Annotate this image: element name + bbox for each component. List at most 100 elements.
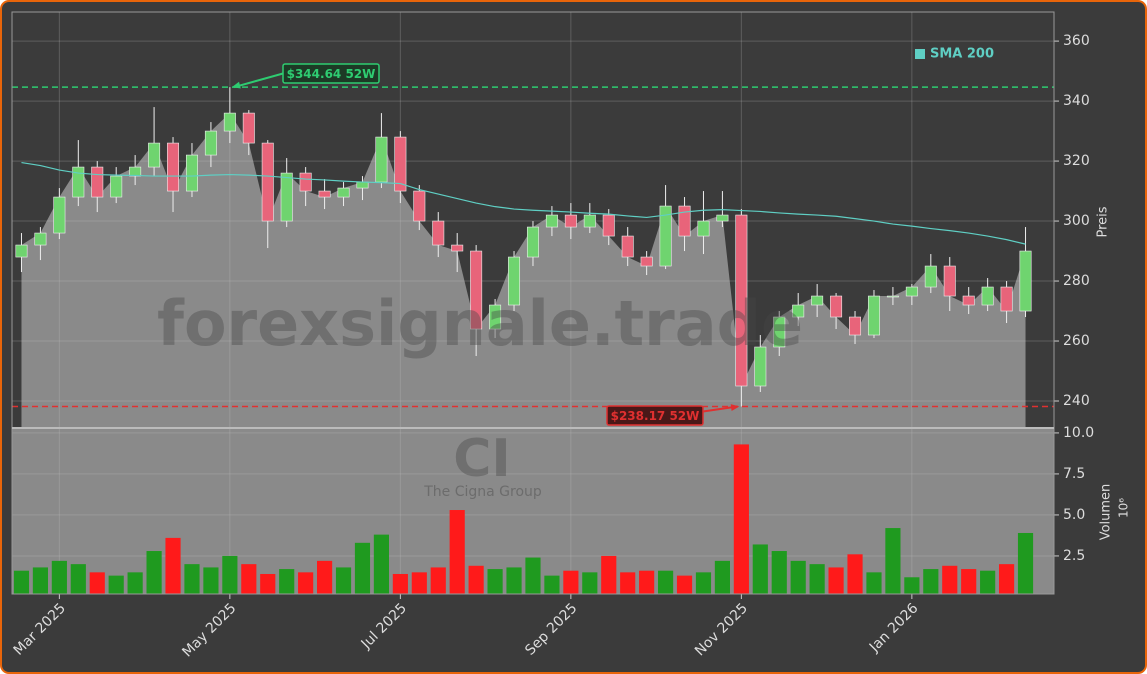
annotation-box — [606, 405, 704, 426]
candle-body — [659, 205, 672, 267]
volume-bar — [695, 572, 712, 594]
volume-bar — [241, 564, 257, 594]
y-tick-label: 2.5 — [1063, 548, 1085, 564]
watermark: CI — [453, 429, 511, 489]
volume-bar — [146, 551, 162, 594]
volume-bar — [108, 575, 124, 594]
volume-bar — [335, 567, 352, 594]
volume-bar — [980, 570, 996, 594]
candle-body — [811, 295, 824, 306]
candle-body — [849, 316, 862, 336]
volume-bar — [676, 575, 693, 594]
candle-body — [451, 244, 464, 252]
candle-body — [508, 256, 521, 306]
volume-bar — [601, 555, 617, 594]
volume-bar — [392, 573, 408, 594]
candle-body — [432, 220, 445, 246]
volume-bar — [714, 560, 730, 594]
candle-body — [394, 136, 407, 192]
volume-bar — [828, 567, 844, 594]
volume-bar — [13, 570, 30, 594]
candle-body — [129, 166, 142, 177]
volume-bar — [127, 572, 143, 594]
volume-bar — [639, 570, 655, 594]
candle-body — [621, 235, 634, 258]
candle-body — [867, 295, 880, 336]
volume-bar — [184, 564, 200, 594]
y-tick-label: 280 — [1063, 273, 1090, 289]
volume-bar — [32, 567, 48, 594]
arrow-head — [231, 81, 241, 89]
arrow-head — [730, 404, 740, 412]
plot-border — [11, 11, 1055, 595]
watermark: The Cigna Group — [423, 484, 542, 500]
volume-bar — [222, 555, 238, 594]
volume-bar — [298, 572, 314, 594]
volume-bar — [923, 569, 939, 594]
candle-body — [72, 166, 85, 198]
volume-bar — [790, 560, 806, 594]
annotation-label: $238.17 52W — [611, 409, 700, 423]
volume-bar — [866, 572, 882, 594]
candle-body — [678, 205, 691, 237]
volume-bar — [89, 572, 105, 594]
volume-bar — [430, 567, 446, 594]
candle-body — [489, 304, 502, 330]
y-axis-label: Volumen — [1099, 484, 1114, 541]
candle-body — [602, 214, 615, 237]
volume-bar — [487, 569, 503, 594]
candle-body — [754, 346, 767, 387]
candle-body — [924, 265, 937, 288]
annotation-label: $344.64 52W — [287, 67, 376, 81]
volume-bar — [582, 572, 598, 594]
y-tick-label: 360 — [1063, 33, 1090, 49]
candle-body — [962, 295, 975, 306]
candle-body — [223, 112, 236, 132]
candle-body — [91, 166, 104, 198]
volume-bar — [809, 564, 825, 594]
volume-bar — [752, 544, 768, 594]
volume-bar — [373, 534, 389, 594]
candle-body — [640, 256, 653, 267]
candle-body — [318, 190, 331, 198]
candle-body — [299, 172, 312, 192]
candle-body — [167, 142, 180, 192]
volume-bar — [847, 554, 863, 594]
annotation-box — [282, 63, 380, 84]
candle-body — [337, 187, 350, 198]
price-area — [21, 113, 1026, 428]
y-tick-label: 5.0 — [1063, 507, 1085, 523]
volume-bar — [449, 510, 465, 594]
volume-bar — [771, 551, 787, 594]
candle-body — [1000, 286, 1013, 312]
candle-body — [375, 136, 388, 183]
y-tick-label: 7.5 — [1063, 466, 1085, 482]
volume-bar — [658, 570, 674, 594]
candle-body — [526, 226, 539, 258]
offset-label: 10⁶ — [1117, 498, 1131, 518]
volume-bar — [260, 573, 276, 594]
volume-bar — [354, 542, 371, 594]
watermark: forexsignale.trade — [157, 287, 803, 360]
candle-body — [905, 286, 918, 297]
volume-bar — [279, 569, 295, 594]
candle-body — [356, 181, 369, 189]
candle-body — [583, 214, 596, 228]
volume-bar — [1017, 532, 1034, 594]
volume-bar — [51, 560, 67, 594]
candle-body — [735, 214, 748, 387]
volume-bar — [317, 560, 333, 594]
y-tick-label: 340 — [1063, 93, 1090, 109]
candle-body — [242, 112, 255, 144]
y-tick-label: 260 — [1063, 333, 1090, 349]
candle-body — [697, 220, 710, 237]
volume-bar — [563, 570, 579, 594]
volume-bar — [203, 567, 219, 594]
candle-body — [1019, 250, 1032, 312]
candle-body — [204, 130, 217, 156]
candle-body — [830, 295, 843, 318]
candle-body — [470, 250, 483, 330]
volume-bar — [70, 564, 86, 594]
candle-body — [943, 265, 956, 297]
candle-body — [545, 214, 558, 228]
